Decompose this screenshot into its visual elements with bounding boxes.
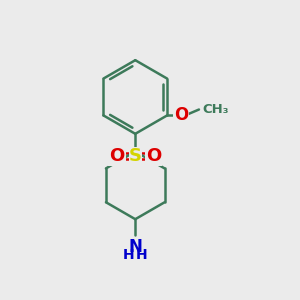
Text: N: N: [128, 238, 142, 256]
Text: CH₃: CH₃: [202, 103, 228, 116]
Text: H: H: [123, 248, 135, 262]
Text: O: O: [146, 147, 161, 165]
Text: S: S: [129, 147, 142, 165]
Text: O: O: [174, 106, 188, 124]
Text: H: H: [136, 248, 148, 262]
Text: O: O: [110, 147, 124, 165]
